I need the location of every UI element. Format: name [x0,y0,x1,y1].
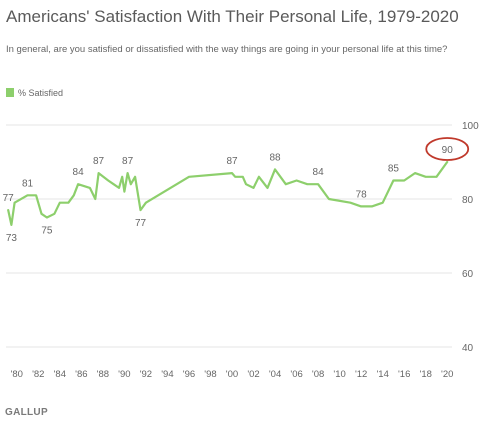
x-tick-label: '94 [161,369,173,380]
x-tick-label: '88 [97,369,109,380]
x-tick-label: '80 [11,369,23,380]
source-label: GALLUP [5,407,48,418]
x-tick-label: '16 [398,369,410,380]
data-label: 78 [356,189,368,200]
x-tick-label: '00 [226,369,238,380]
data-label: 81 [22,178,34,189]
x-tick-label: '04 [269,369,281,380]
x-tick-label: '92 [140,369,152,380]
x-tick-label: '98 [204,369,216,380]
x-tick-label: '82 [32,369,44,380]
x-tick-label: '20 [441,369,453,380]
data-label: 85 [388,164,400,175]
y-tick-label: 80 [462,195,474,206]
x-tick-label: '08 [312,369,324,380]
data-label: 87 [226,156,238,167]
x-tick-label: '96 [183,369,195,380]
highlight-circle [425,137,470,161]
x-tick-label: '86 [75,369,87,380]
x-tick-label: '18 [420,369,432,380]
series-layer [7,160,449,226]
y-tick-label: 40 [462,343,474,354]
x-tick-label: '14 [376,369,388,380]
x-tick-label: '10 [333,369,345,380]
legend-label: % Satisfied [18,88,63,98]
data-label: 88 [269,152,281,163]
data-label: 84 [73,167,85,178]
data-label: 75 [41,226,53,237]
data-labels: 77 73 81 75 84 87 87 77 87 88 84 78 85 90 [3,137,470,244]
data-label: 77 [3,193,15,204]
data-label: 87 [122,156,134,167]
data-label: 77 [135,218,147,229]
x-tick-label: '06 [290,369,302,380]
data-label: 84 [313,167,325,178]
data-label: 73 [6,233,18,244]
x-tick-label: '90 [118,369,130,380]
gridlines [6,124,452,348]
y-tick-label: 60 [462,269,474,280]
chart-title: Americans' Satisfaction With Their Perso… [6,7,459,26]
legend-swatch [6,88,14,97]
data-label: 87 [93,156,105,167]
x-axis-ticks: '80 '82 '84 '86 '88 '90 '92 '94 '96 '98 '00 '02 '04 '… [11,369,454,380]
y-axis-ticks: 40 60 80 100 [462,121,479,354]
data-label: 90 [442,145,454,156]
x-tick-label: '84 [54,369,66,380]
x-tick-label: '12 [355,369,367,380]
x-tick-label: '02 [247,369,259,380]
y-tick-label: 100 [462,121,479,132]
series-line [7,160,449,226]
chart-subtitle: In general, are you satisfied or dissati… [6,44,447,55]
